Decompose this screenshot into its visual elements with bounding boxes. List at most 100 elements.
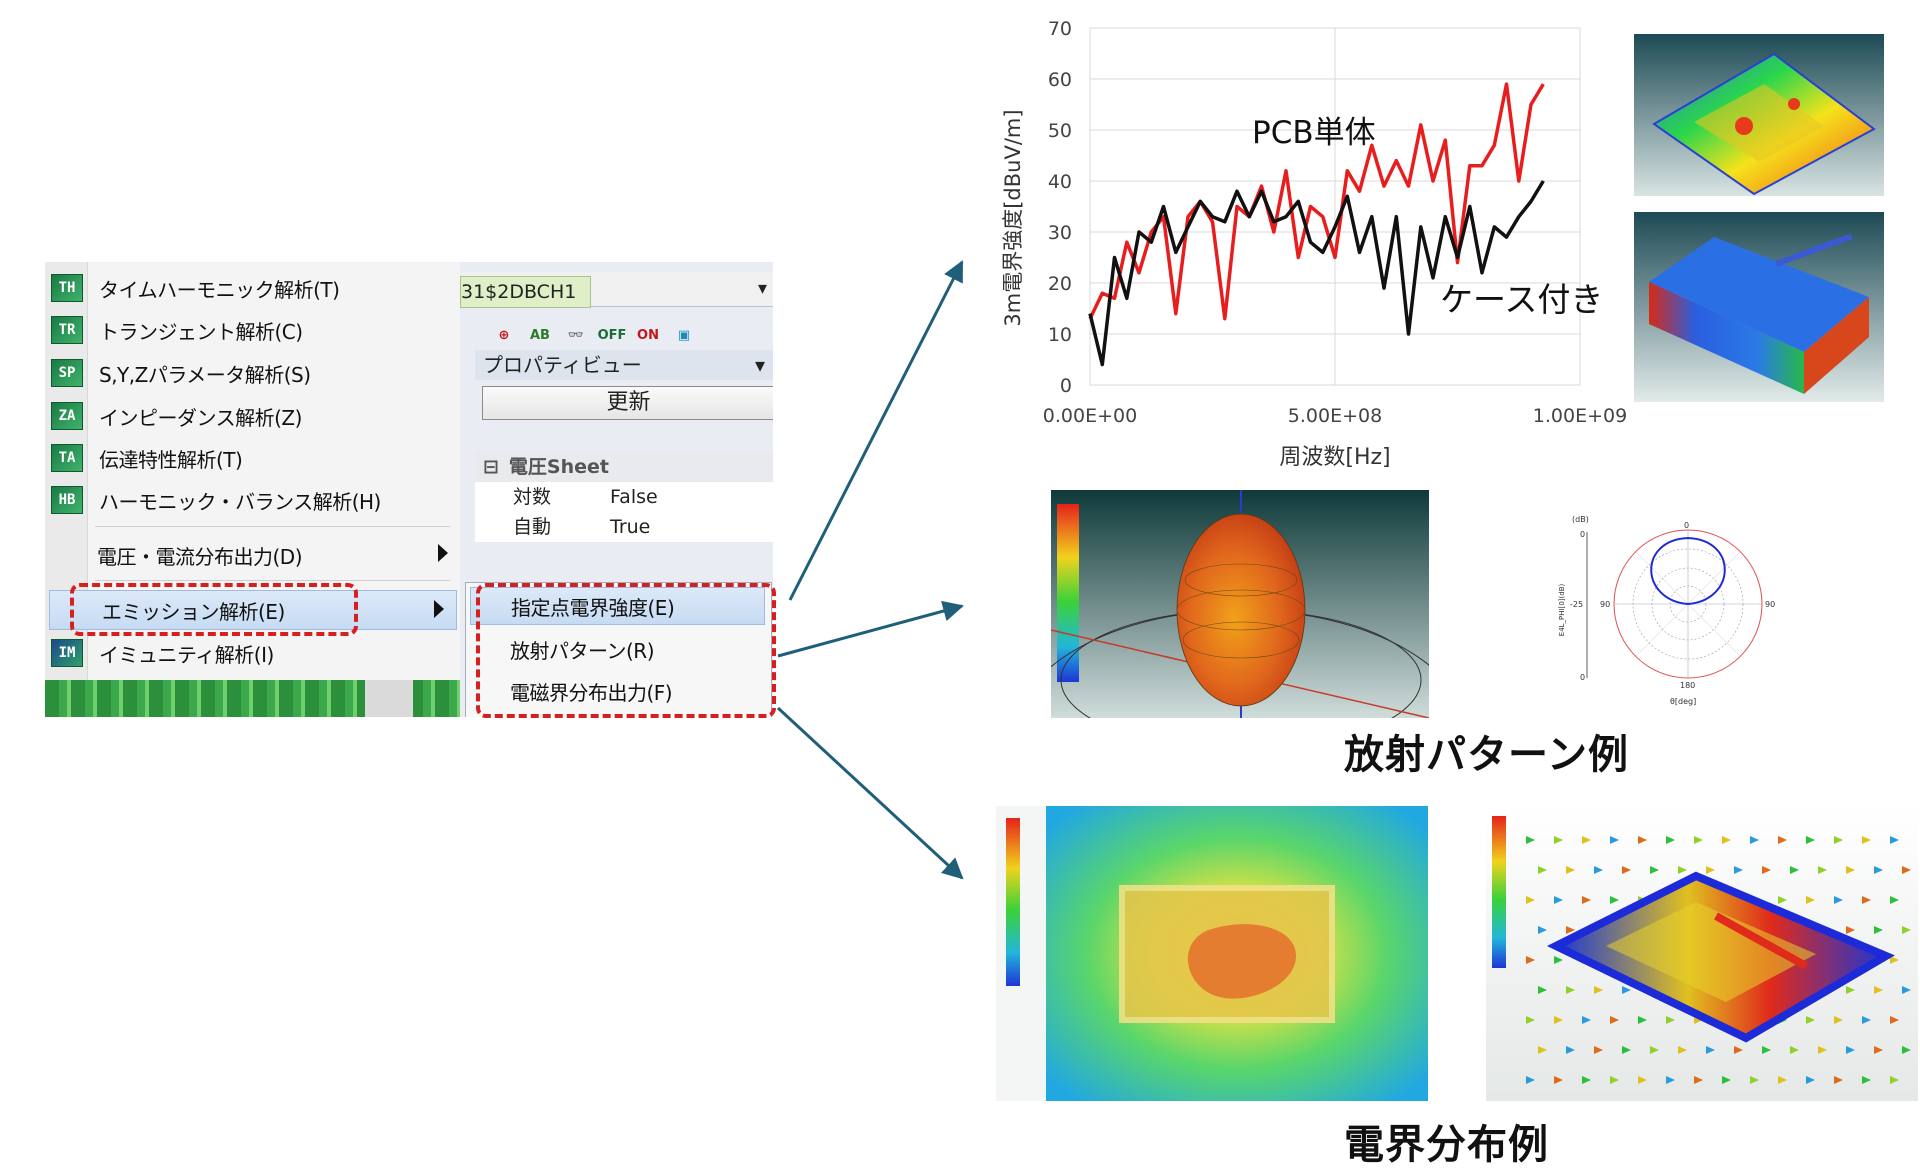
case-field-image	[1634, 212, 1884, 402]
sparameter-icon: SP	[51, 359, 83, 387]
field-vector-arrow	[1762, 1046, 1771, 1054]
field-vector-arrow	[1902, 986, 1911, 994]
field-vector-arrow	[1622, 986, 1631, 994]
property-key: 対数	[513, 486, 552, 508]
analysis-context-menu: TH タイムハーモニック解析(T) TR トランジェント解析(C) SP S,Y…	[45, 262, 461, 681]
field-vector-arrow	[1638, 1076, 1647, 1084]
polar-top-value: 0	[1580, 530, 1585, 539]
field-vector-arrow	[1694, 1076, 1703, 1084]
menu-item-sparameter[interactable]: SP S,Y,Zパラメータ解析(S)	[45, 353, 460, 393]
category-label: 電圧Sheet	[508, 456, 609, 478]
property-view-header[interactable]: プロパティビュー ▾	[475, 350, 773, 380]
menu-item-impedance[interactable]: ZA インピーダンス解析(Z)	[45, 396, 460, 436]
field-vector-arrow	[1538, 866, 1547, 874]
property-row[interactable]: 自動 True	[475, 512, 773, 542]
y-axis-label: 3m電界強度[dBuV/m]	[1001, 109, 1025, 326]
field-vector-arrow	[1678, 866, 1687, 874]
property-category[interactable]: ⊟ 電圧Sheet	[475, 452, 773, 482]
annotation-case: ケース付き	[1440, 280, 1603, 319]
field-vector-arrow	[1790, 1046, 1799, 1054]
harmonic-balance-icon: HB	[51, 486, 83, 514]
field-distribution-2d	[996, 806, 1428, 1101]
submenu-item-field-distribution[interactable]: 電磁界分布出力(F)	[466, 671, 771, 711]
field-vector-arrow	[1890, 896, 1899, 904]
collapse-icon[interactable]: ⊟	[483, 456, 499, 478]
field-vector-arrow	[1862, 1076, 1871, 1084]
submenu-item-label: 電磁界分布出力(F)	[510, 680, 673, 705]
menu-item-transfer[interactable]: TA 伝達特性解析(T)	[45, 438, 460, 478]
y-tick-label: 0	[1060, 375, 1072, 397]
field-vector-arrow	[1902, 866, 1911, 874]
ab-text-icon[interactable]: AB	[530, 327, 550, 343]
field-vector-arrow	[1750, 1076, 1759, 1084]
menu-item-immunity[interactable]: IM イミュニティ解析(I)	[45, 633, 460, 673]
time-harmonic-icon: TH	[51, 274, 83, 302]
field-vector-arrow	[1526, 956, 1535, 964]
menu-item-harmonic-balance[interactable]: HB ハーモニック・バランス解析(H)	[45, 480, 460, 520]
field-vector-arrow	[1526, 1076, 1535, 1084]
y-tick-label: 10	[1048, 324, 1072, 346]
field-vector-arrow	[1890, 956, 1899, 964]
submenu-item-field-strength[interactable]: 指定点電界強度(E)	[470, 587, 765, 625]
y-tick-label: 30	[1048, 222, 1072, 244]
field-caption: 電界分布例	[1344, 1122, 1549, 1168]
field-vector-arrow	[1526, 1016, 1535, 1024]
property-row[interactable]: 対数 False	[475, 482, 773, 512]
field-vector-arrow	[1890, 1016, 1899, 1024]
binoculars-icon[interactable]: 👓	[567, 327, 585, 343]
emission-highlight-frame	[70, 583, 358, 636]
radiation-polar-plot: (dB) 0 -25 0 E4L_PHI[0](dB) 0 90 90 180 …	[1558, 515, 1775, 706]
polar-mid-value: -25	[1570, 600, 1583, 609]
y-tick-label: 50	[1048, 120, 1072, 142]
y-tick-label: 20	[1048, 273, 1072, 295]
menu-item-label: 伝達特性解析(T)	[99, 447, 243, 472]
field-vector-arrow	[1762, 866, 1771, 874]
on-button[interactable]: ON	[637, 327, 659, 343]
property-value[interactable]: True	[610, 516, 651, 538]
update-button[interactable]: 更新	[482, 386, 773, 420]
field-vector-arrow	[1582, 896, 1591, 904]
window-icon[interactable]: ▣	[677, 327, 691, 343]
field-vector-arrow	[1722, 1076, 1731, 1084]
property-view-title: プロパティビュー	[483, 353, 642, 377]
radiation-caption: 放射パターン例	[1344, 732, 1629, 778]
property-pane: 31$2DBCH1 ▾ ⊕ AB 👓 OFF ON ▣ プロパティビュー ▾ 更…	[460, 262, 773, 717]
field-vector-arrow	[1610, 1076, 1619, 1084]
tab-dropdown-icon[interactable]: ▾	[757, 278, 767, 299]
series-line-case	[1088, 180, 1545, 367]
field-vector-arrow	[1902, 1046, 1911, 1054]
field-vector-arrow	[1834, 1076, 1843, 1084]
menu-item-time-harmonic[interactable]: TH タイムハーモニック解析(T)	[45, 268, 460, 308]
property-value[interactable]: False	[610, 486, 658, 508]
menu-item-emission[interactable]: エミッション解析(E)	[49, 590, 457, 630]
y-tick-label: 70	[1048, 18, 1072, 40]
field-vector-arrow	[1566, 866, 1575, 874]
field-vector-arrow	[1818, 866, 1827, 874]
field-vector-arrow	[1538, 986, 1547, 994]
app-window-crop: TH タイムハーモニック解析(T) TR トランジェント解析(C) SP S,Y…	[45, 262, 773, 717]
submenu-item-radiation-pattern[interactable]: 放射パターン(R)	[466, 629, 771, 669]
y-tick-label: 40	[1048, 171, 1072, 193]
off-button[interactable]: OFF	[597, 327, 627, 343]
menu-item-transient[interactable]: TR トランジェント解析(C)	[45, 310, 460, 350]
transient-icon: TR	[51, 316, 83, 344]
probe-icon[interactable]: ⊕	[498, 327, 510, 343]
field-vector-arrow	[1594, 866, 1603, 874]
field-vector-arrow	[1834, 836, 1843, 844]
field-vector-arrow	[1834, 1016, 1843, 1024]
field-vector-arrow	[1650, 866, 1659, 874]
menu-item-voltage-current[interactable]: 電圧・電流分布出力(D)	[45, 535, 460, 575]
field-vector-arrow	[1538, 1046, 1547, 1054]
field-vector-arrow	[1566, 986, 1575, 994]
document-tab[interactable]: 31$2DBCH1	[460, 276, 592, 308]
y-tick-label: 60	[1048, 69, 1072, 91]
impedance-icon: ZA	[51, 402, 83, 430]
field-vector-arrow	[1554, 836, 1563, 844]
field-vector-arrow	[1610, 836, 1619, 844]
polar-theta-label: θ[deg]	[1670, 697, 1696, 706]
field-vector-arrow	[1862, 896, 1871, 904]
field-vector-arrow	[1902, 926, 1911, 934]
x-tick-label: 5.00E+08	[1288, 405, 1382, 427]
